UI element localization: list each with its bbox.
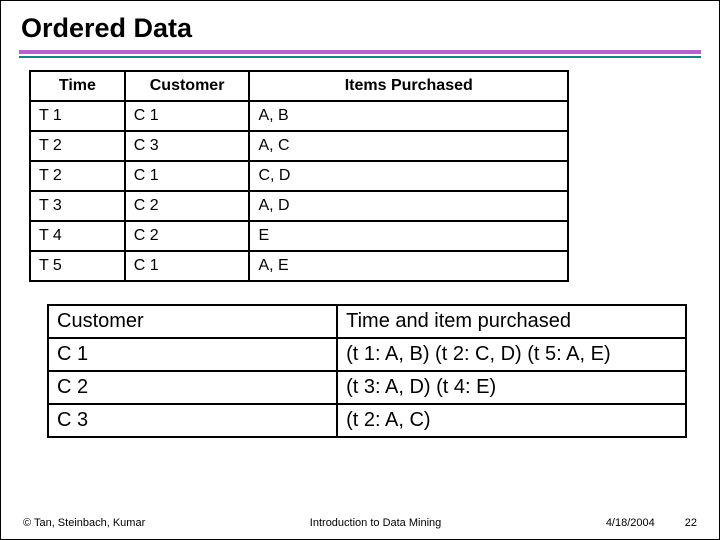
header-time-items: Time and item purchased (337, 305, 686, 338)
cell-customer: C 2 (125, 191, 250, 221)
header-customer: Customer (125, 71, 250, 101)
table-row: T 4 C 2 E (30, 221, 568, 251)
table-header-row: Time Customer Items Purchased (30, 71, 568, 101)
cell-time: T 1 (30, 101, 125, 131)
footer-copyright: © Tan, Steinbach, Kumar (23, 517, 145, 529)
transactions-table: Time Customer Items Purchased T 1 C 1 A,… (29, 70, 569, 282)
content-area: Time Customer Items Purchased T 1 C 1 A,… (1, 70, 719, 438)
cell-customer: C 1 (125, 161, 250, 191)
divider-purple (19, 50, 701, 54)
footer-title: Introduction to Data Mining (145, 517, 606, 529)
table-row: C 3 (t 2: A, C) (48, 404, 686, 437)
page-title: Ordered Data (1, 1, 719, 50)
cell-items: A, D (249, 191, 568, 221)
cell-items: E (249, 221, 568, 251)
table-row: C 2 (t 3: A, D) (t 4: E) (48, 371, 686, 404)
table-row: T 2 C 3 A, C (30, 131, 568, 161)
cell-time: T 2 (30, 161, 125, 191)
cell-customer: C 1 (125, 251, 250, 281)
divider-teal (19, 56, 701, 58)
cell-time: T 4 (30, 221, 125, 251)
cell-time: T 3 (30, 191, 125, 221)
header-items: Items Purchased (249, 71, 568, 101)
table-row: T 3 C 2 A, D (30, 191, 568, 221)
cell-time: T 2 (30, 131, 125, 161)
table-row: T 2 C 1 C, D (30, 161, 568, 191)
table-row: T 1 C 1 A, B (30, 101, 568, 131)
cell-items: A, E (249, 251, 568, 281)
cell-sequence: (t 2: A, C) (337, 404, 686, 437)
table-header-row: Customer Time and item purchased (48, 305, 686, 338)
header-time: Time (30, 71, 125, 101)
cell-customer: C 1 (48, 338, 337, 371)
cell-items: A, B (249, 101, 568, 131)
table-row: C 1 (t 1: A, B) (t 2: C, D) (t 5: A, E) (48, 338, 686, 371)
footer-date: 4/18/2004 (606, 517, 655, 529)
header-customer: Customer (48, 305, 337, 338)
cell-customer: C 3 (48, 404, 337, 437)
cell-sequence: (t 3: A, D) (t 4: E) (337, 371, 686, 404)
footer: © Tan, Steinbach, Kumar Introduction to … (1, 517, 719, 529)
footer-page: 22 (685, 517, 697, 529)
cell-sequence: (t 1: A, B) (t 2: C, D) (t 5: A, E) (337, 338, 686, 371)
cell-items: C, D (249, 161, 568, 191)
cell-time: T 5 (30, 251, 125, 281)
table-row: T 5 C 1 A, E (30, 251, 568, 281)
cell-customer: C 1 (125, 101, 250, 131)
cell-items: A, C (249, 131, 568, 161)
cell-customer: C 3 (125, 131, 250, 161)
cell-customer: C 2 (48, 371, 337, 404)
cell-customer: C 2 (125, 221, 250, 251)
customer-sequence-table: Customer Time and item purchased C 1 (t … (47, 304, 687, 438)
